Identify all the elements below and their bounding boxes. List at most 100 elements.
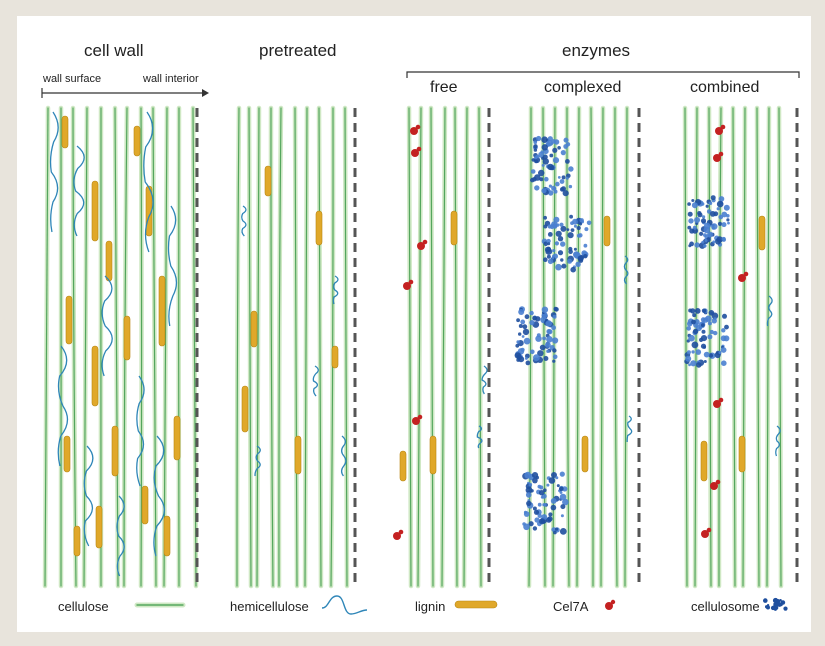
cel7a-enzyme	[393, 532, 401, 540]
lignin-segment	[91, 180, 99, 242]
cellulosome-unit	[703, 233, 707, 238]
cellulosome-unit	[565, 159, 570, 164]
cellulose-fiber-edge	[430, 107, 434, 587]
heading-pretreated: pretreated	[259, 41, 337, 60]
lignin-icon	[454, 600, 498, 609]
cellulosome-unit	[579, 218, 584, 223]
cellulosome-unit	[551, 527, 557, 532]
cel7a-enzyme	[412, 417, 420, 425]
cellulosome-unit	[541, 163, 545, 167]
hemicellulose-strand	[312, 365, 319, 397]
lignin-segment	[264, 165, 272, 197]
cellulosome-unit	[687, 202, 691, 206]
cellulosome-unit	[584, 227, 589, 232]
cellulosome-unit	[700, 323, 705, 327]
cellulose-fiber-edge	[318, 107, 322, 587]
cellulosome-unit	[518, 324, 523, 328]
lignin-segment	[429, 435, 437, 475]
cellulose-fiber-edge	[236, 107, 240, 587]
cellulosome-unit	[541, 306, 549, 313]
cellulosome-unit	[533, 148, 538, 152]
cellulosome-unit	[541, 144, 548, 151]
cellulosome-unit	[516, 340, 520, 344]
cellulosome-unit	[552, 359, 556, 363]
lignin-segment	[173, 415, 181, 461]
cellulose-fiber-edge	[614, 107, 618, 587]
cellulosome-unit	[583, 243, 588, 248]
cellulosome-unit	[552, 354, 558, 360]
cellulosome-unit	[515, 343, 520, 348]
cellulose-fiber-edge	[566, 107, 570, 587]
cellulosome-unit	[559, 486, 564, 492]
cellulosome-unit	[520, 347, 525, 352]
cellulosome-unit	[543, 241, 549, 247]
hemicellulose-icon	[321, 595, 368, 615]
cellulosome-unit	[569, 214, 573, 219]
legend-hemicellulose-label: hemicellulose	[230, 599, 309, 614]
cellulose-fiber-edge	[463, 107, 468, 587]
cellulosome-unit	[528, 521, 534, 527]
cellulosome-unit	[570, 266, 576, 273]
cellulosome-unit	[547, 242, 551, 246]
cellulosome-unit	[547, 163, 554, 171]
lignin-segment	[65, 295, 73, 345]
cellulosome-unit	[688, 334, 695, 342]
cellulosome-unit	[713, 317, 717, 321]
cellulosome-unit	[560, 258, 564, 262]
cellulosome-unit	[555, 263, 562, 271]
cellulosome-unit	[561, 175, 566, 180]
cellulosome-unit	[708, 310, 715, 316]
cellulosome-unit	[549, 224, 555, 230]
cellulosome-unit	[691, 202, 698, 209]
depth-arrow-head	[202, 89, 209, 97]
cellulosome-unit	[688, 218, 694, 224]
cellulosome-unit	[523, 337, 531, 345]
cellulosome-unit	[703, 360, 707, 363]
cel7a-enzyme	[713, 400, 721, 408]
cellulosome-unit	[555, 476, 559, 480]
cellulosome-unit	[692, 313, 697, 318]
cellulosome-unit	[563, 137, 569, 143]
hemicellulose-strand	[143, 111, 154, 253]
lignin-segment	[141, 485, 149, 525]
cel7a-enzyme	[403, 282, 411, 290]
cellulosome-unit	[575, 261, 581, 267]
enzymes-bracket	[406, 71, 800, 78]
hemicellulose-strand	[116, 495, 125, 577]
cellulosome-unit	[562, 486, 568, 492]
cellulosome-unit	[726, 218, 730, 222]
cellulosome-unit	[716, 207, 720, 211]
cellulosome-unit	[533, 144, 538, 149]
cellulosome-unit	[560, 514, 564, 518]
cellulosome-unit	[540, 150, 544, 154]
cellulosome-unit	[547, 329, 553, 335]
cellulosome-unit	[516, 358, 521, 362]
hemicellulose-strand	[136, 375, 145, 487]
cellulosome-unit	[721, 360, 727, 367]
cellulose-fiber-edge	[83, 107, 88, 587]
cellulosome-unit	[691, 199, 695, 202]
cellulosome-unit	[557, 236, 564, 242]
hemicellulose-strand	[476, 425, 483, 449]
cellulosome-unit	[553, 530, 557, 535]
cellulosome-unit	[717, 221, 723, 226]
cel7a-enzyme-domain	[718, 397, 724, 403]
cellulosome-unit	[550, 504, 557, 511]
cellulose-fiber-edge	[778, 107, 782, 587]
cellulosome-unit	[529, 320, 535, 326]
cellulosome-unit	[532, 526, 538, 531]
cellulosome-unit	[542, 336, 546, 341]
cellulosome-unit	[578, 222, 583, 226]
cellulosome-unit	[721, 236, 726, 241]
lignin-segment	[133, 125, 141, 157]
cellulosome-unit	[695, 349, 702, 355]
cellulosome-unit	[552, 147, 558, 153]
cellulose-fiber-edge	[708, 107, 712, 587]
cellulosome-unit	[534, 159, 539, 164]
cellulosome-unit	[547, 136, 553, 142]
cellulose-fiber-edge	[576, 107, 580, 587]
cel7a-enzyme	[701, 530, 709, 538]
hemicellulose-strand	[623, 255, 629, 285]
cellulosome-unit	[530, 349, 535, 355]
cellulosome-unit	[559, 179, 565, 184]
